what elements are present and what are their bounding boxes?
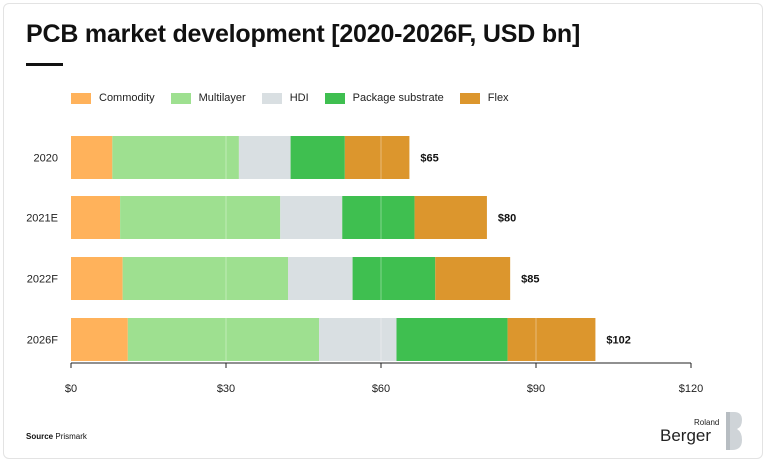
bar-segment xyxy=(71,196,121,239)
bar-segment xyxy=(352,257,436,300)
roland-berger-logo: Roland Berger xyxy=(660,410,742,452)
legend-label: Flex xyxy=(487,92,509,104)
bar-total-label: $65 xyxy=(420,153,438,165)
bar-segment xyxy=(71,136,113,179)
title-underline xyxy=(26,63,63,66)
x-tick-label: $30 xyxy=(217,383,235,395)
x-tick-label: $0 xyxy=(65,383,77,395)
category-label: 2026F xyxy=(27,335,58,347)
bar-segment xyxy=(71,257,123,300)
legend-label: HDI xyxy=(289,92,309,104)
bar-segment xyxy=(288,257,353,300)
x-tick-label: $60 xyxy=(372,383,390,395)
bar-total-label: $80 xyxy=(498,213,516,225)
bar-segment xyxy=(342,196,415,239)
logo-berger: Berger xyxy=(660,426,712,445)
legend-item: Package substrate xyxy=(324,92,444,104)
bar-segment xyxy=(507,318,596,361)
legend-item: Commodity xyxy=(71,92,155,104)
bar-segment xyxy=(290,136,345,179)
legend-swatch xyxy=(170,92,191,104)
bar-segment xyxy=(71,318,128,361)
bar-segment xyxy=(435,257,511,300)
bar-total-label: $102 xyxy=(606,335,630,347)
bar-segment xyxy=(319,318,397,361)
source-label: Source xyxy=(26,432,54,441)
category-label: 2021E xyxy=(26,213,58,225)
legend-item: Multilayer xyxy=(170,92,246,104)
logo-b-mark-icon xyxy=(726,412,742,450)
legend-swatch xyxy=(261,92,282,104)
legend-item: HDI xyxy=(261,92,309,104)
legend-swatch xyxy=(71,92,91,104)
bar-segment xyxy=(238,136,291,179)
legend-swatch xyxy=(324,92,345,104)
bar-segment xyxy=(414,196,487,239)
bar-segment xyxy=(396,318,508,361)
x-tick-label: $120 xyxy=(679,383,703,395)
bar-segment xyxy=(127,318,319,361)
legend-label: Multilayer xyxy=(198,92,246,104)
legend-label: Commodity xyxy=(99,92,155,104)
source-text: Prismark xyxy=(55,432,87,441)
legend-item: Flex xyxy=(459,92,509,104)
bar-segment xyxy=(122,257,289,300)
bar-segment xyxy=(280,196,343,239)
chart-title: PCB market development [2020-2026F, USD … xyxy=(26,20,581,48)
legend-swatch xyxy=(459,92,480,104)
bar-total-label: $85 xyxy=(521,274,539,286)
category-label: 2022F xyxy=(27,274,58,286)
legend-label: Package substrate xyxy=(352,92,444,104)
source-note: Source Prismark xyxy=(26,432,87,441)
category-label: 2020 xyxy=(34,153,58,165)
bar-segment xyxy=(112,136,239,179)
bar-segment xyxy=(344,136,410,179)
bar-segment xyxy=(120,196,281,239)
logo-roland: Roland xyxy=(694,418,720,427)
x-tick-label: $90 xyxy=(527,383,545,395)
legend: Commodity Multilayer HDI Package substrate F… xyxy=(71,90,525,106)
